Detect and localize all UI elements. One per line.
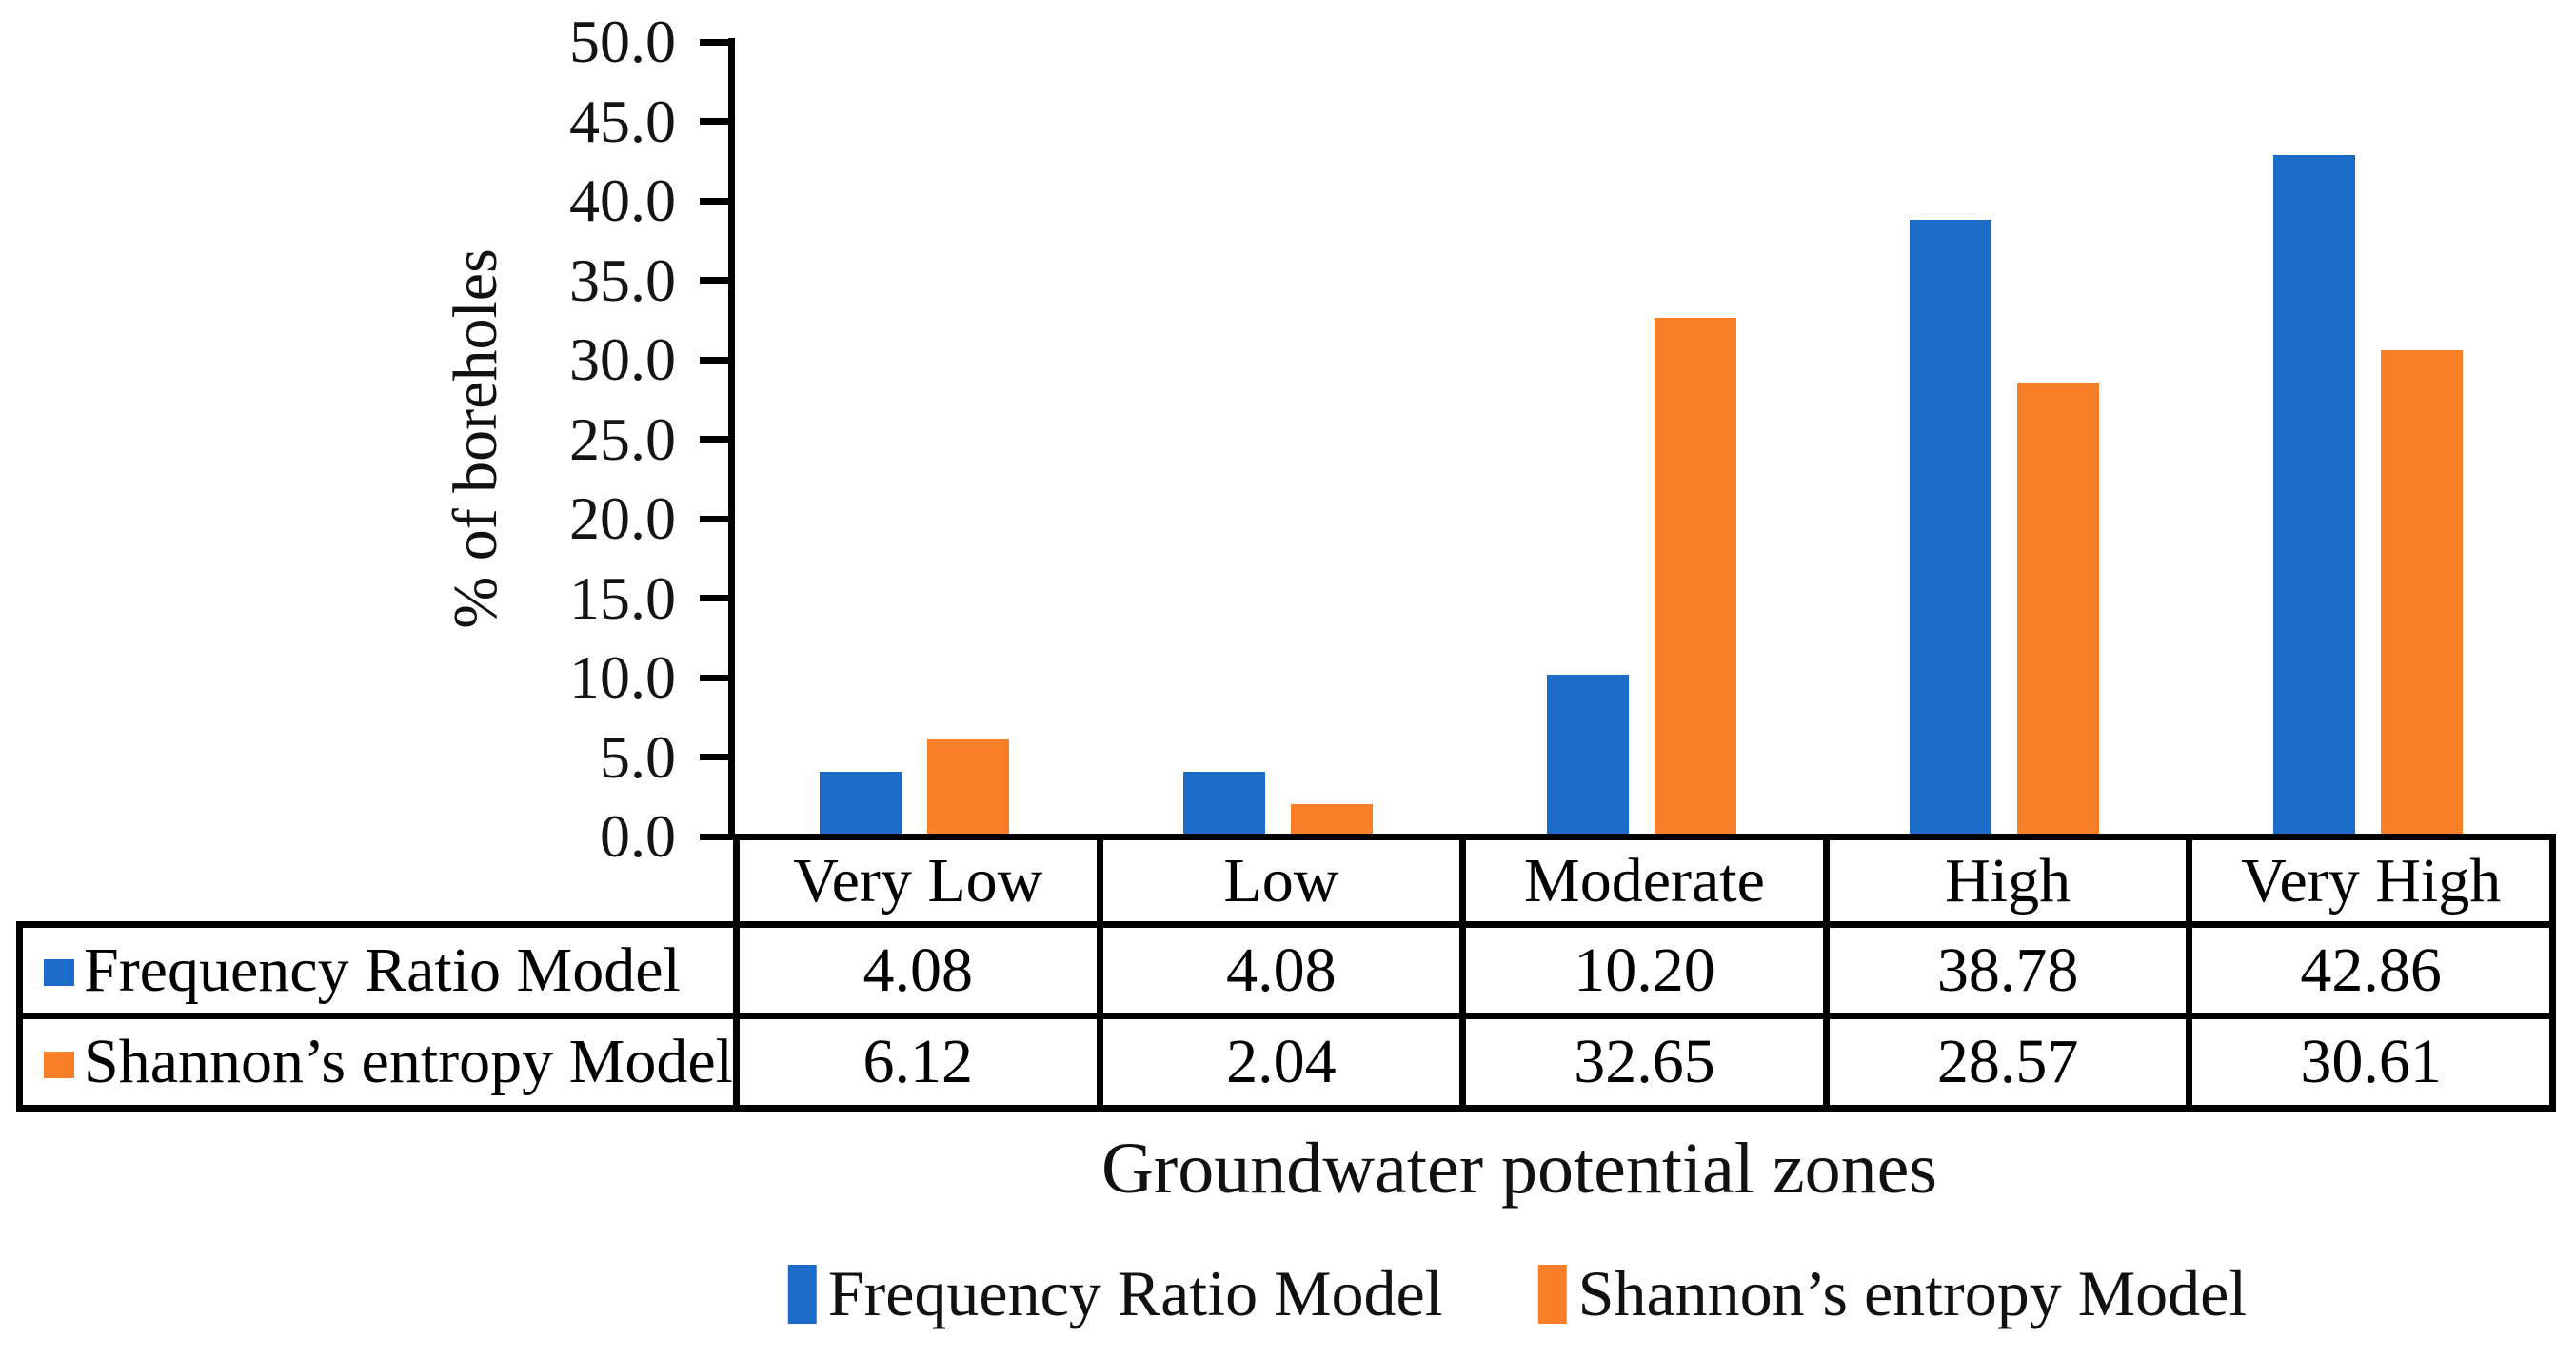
value-cell: 30.61 (2186, 1013, 2556, 1112)
series-label: Shannon’s entropy Model (84, 1027, 733, 1096)
y-tick-mark (700, 356, 735, 364)
series-label: Frequency Ratio Model (84, 935, 681, 1005)
legend-entry: Shannon’s entropy Model (1537, 1256, 2248, 1331)
bar (1546, 674, 1629, 836)
y-axis-title: % of boreholes (441, 248, 510, 629)
value-cell: 32.65 (1459, 1013, 1830, 1112)
data-table: Very Low Low Moderate High Very High Frequenc… (16, 834, 2556, 1112)
y-tick-label: 15.0 (569, 563, 676, 632)
bar (1182, 771, 1265, 836)
legend-key-swatch (787, 1264, 817, 1324)
y-tick-label: 5.0 (600, 722, 676, 791)
value-cell: 38.78 (1822, 921, 2193, 1019)
chart-legend: Frequency Ratio Model Shannon’s entropy M… (787, 1256, 2248, 1331)
value-cell: 2.04 (1096, 1013, 1467, 1112)
series-label-cell: Shannon’s entropy Model (16, 1013, 740, 1112)
y-tick-mark (700, 754, 735, 760)
y-tick-mark (700, 674, 735, 681)
bar (2017, 382, 2100, 836)
series-key-swatch (44, 959, 74, 987)
y-tick-mark (700, 515, 735, 522)
y-tick-mark (700, 436, 735, 443)
bar (927, 738, 1010, 836)
table-corner-cell (19, 836, 740, 928)
value-cell: 42.86 (2186, 921, 2556, 1019)
legend-label: Shannon’s entropy Model (1577, 1257, 2248, 1329)
chart-data-table: Very Low Low Moderate High Very High Frequenc… (16, 834, 2556, 1112)
legend-entry: Frequency Ratio Model (787, 1256, 1443, 1331)
legend-label: Frequency Ratio Model (827, 1257, 1443, 1329)
y-tick-label: 20.0 (569, 484, 676, 552)
y-tick-mark (700, 595, 735, 601)
category-header-cell: High (1822, 834, 2193, 928)
y-tick-mark (700, 118, 735, 125)
bar (1910, 220, 1992, 836)
value-cell: 4.08 (1096, 921, 1467, 1019)
value-cell: 28.57 (1822, 1013, 2193, 1112)
y-tick-label: 25.0 (569, 404, 676, 473)
category-header-cell: Very High (2186, 834, 2556, 928)
value-cell: 4.08 (733, 921, 1103, 1019)
bar (1290, 803, 1373, 836)
y-tick-label: 50.0 (569, 8, 676, 75)
series-key-swatch (44, 1051, 74, 1078)
value-cell: 10.20 (1459, 921, 1830, 1019)
category-header-cell: Low (1096, 834, 1467, 928)
bar (2380, 349, 2463, 836)
bar (2272, 155, 2355, 836)
y-tick-mark (700, 197, 735, 205)
y-tick-label: 10.0 (569, 643, 676, 711)
category-header-cell: Very Low (733, 834, 1103, 928)
bar (1654, 317, 1736, 836)
y-tick-mark (700, 38, 735, 46)
y-tick-mark (700, 833, 735, 840)
y-tick-label: 30.0 (569, 325, 676, 393)
y-tick-mark (700, 277, 735, 284)
legend-key-swatch (1537, 1264, 1567, 1324)
y-tick-label: 40.0 (569, 167, 676, 234)
bar (820, 771, 902, 836)
x-axis-title: Groundwater potential zones (1101, 1129, 1937, 1209)
y-tick-label: 35.0 (569, 246, 676, 314)
category-header-cell: Moderate (1459, 834, 1830, 928)
value-cell: 6.12 (733, 1013, 1103, 1112)
series-label-cell: Frequency Ratio Model (16, 921, 740, 1019)
y-tick-label: 45.0 (569, 87, 676, 155)
